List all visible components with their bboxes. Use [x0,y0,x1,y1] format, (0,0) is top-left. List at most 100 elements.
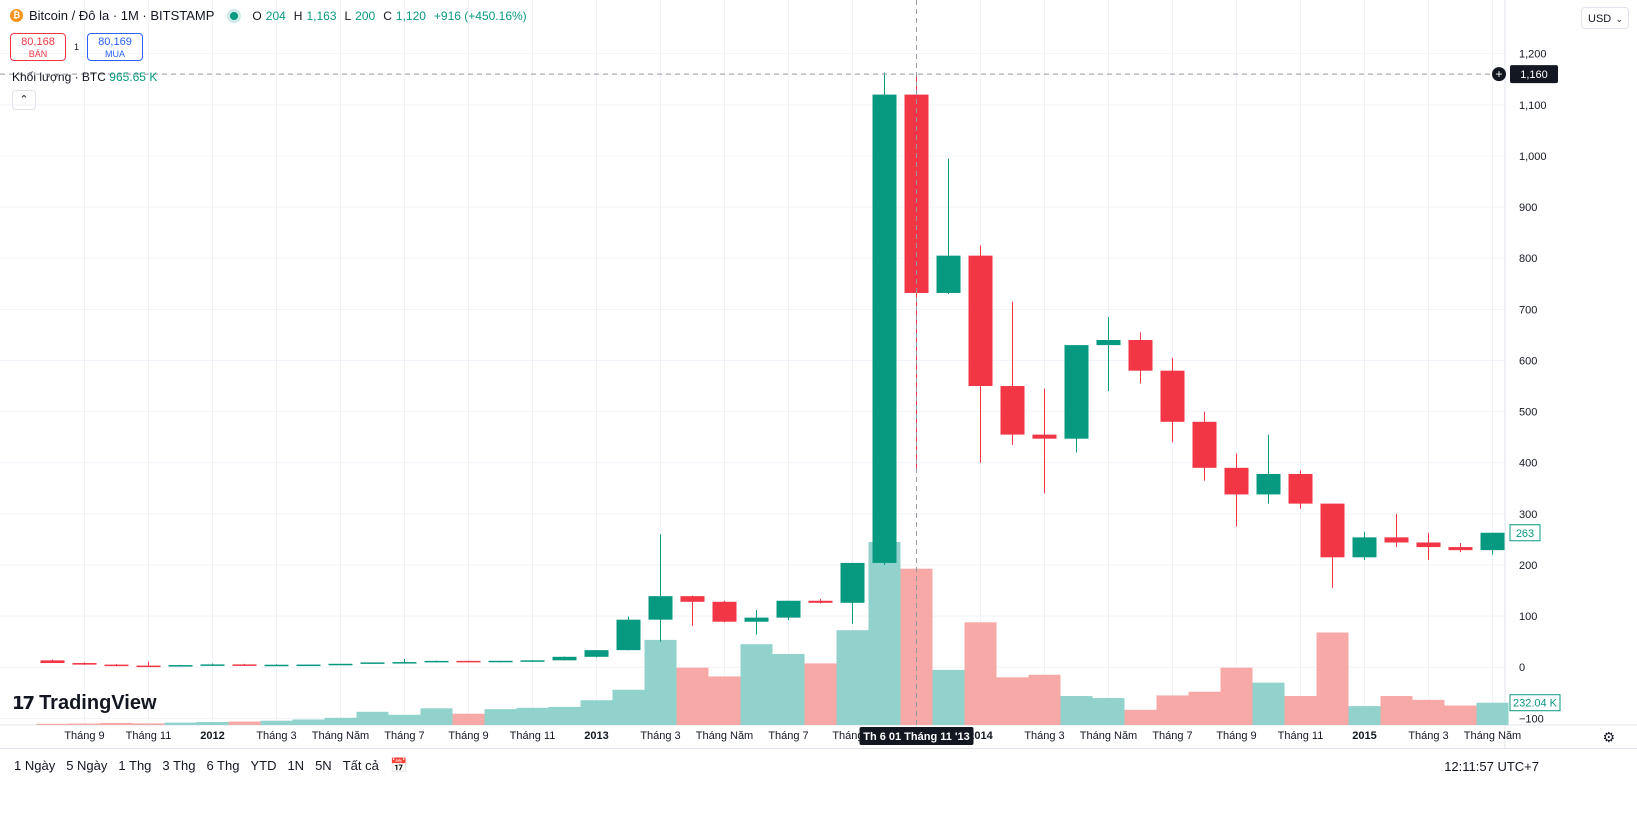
x-tick-label: Tháng Năm [1464,730,1521,742]
y-tick-label: 700 [1519,304,1537,316]
y-tick-label: 1,000 [1519,151,1547,163]
tradingview-logo-icon: 𝟭𝟳 [12,693,35,713]
volume-bar [516,707,549,725]
quote-panel: 80,168 BÁN 1 80,169 MUA [10,33,144,61]
last-volume-box [1509,694,1561,712]
volume-bar [292,719,325,725]
candle-body [488,660,513,663]
volume-bar [580,700,613,725]
y-tick-label: 1,100 [1519,100,1547,112]
ohlc-values: O 204 H 1,163 L 200 C 1,120 +916 (+450.16%) [252,9,530,23]
volume-bar [1412,699,1445,725]
volume-bar [228,721,261,725]
calendar-goto-icon[interactable]: 📅 [390,757,408,773]
candle-body [1032,434,1057,439]
range-button-8[interactable]: Tất cả [342,758,379,773]
currency-selector[interactable]: USD ⌄ [1581,7,1629,29]
market-status-icon [230,11,239,20]
y-tick-label: 100 [1519,611,1537,623]
x-tick-label: Tháng 11 [126,730,172,742]
candle-body [1096,340,1121,346]
y-tick-label: −100 [1519,713,1544,725]
volume-bar [836,630,869,725]
volume-bar [484,709,517,725]
volume-bar [1476,702,1509,725]
range-button-1[interactable]: 5 Ngày [66,758,108,773]
x-tick-label: Tháng 11 [510,730,556,742]
candle-body [808,600,833,603]
clock[interactable]: 12:11:57 UTC+7 [1444,759,1539,774]
volume-bar [1060,696,1093,725]
range-button-5[interactable]: YTD [250,758,277,773]
volume-legend[interactable]: Khối lượng · BTC 965.65 K [12,70,157,84]
crosshair-price-box [1510,65,1558,84]
range-button-0[interactable]: 1 Ngày [14,758,56,773]
candle-body [1416,542,1441,548]
ohlc-low: 200 [355,8,376,23]
volume-bar [708,676,741,725]
sell-button[interactable]: 80,168 BÁN [10,33,66,61]
volume-bar [772,653,805,725]
range-button-6[interactable]: 1N [287,758,305,773]
gear-icon[interactable]: ⚙ [1602,729,1615,745]
candle-body [232,664,257,666]
y-tick-label: 200 [1519,560,1537,572]
y-tick-label: 600 [1519,355,1537,367]
volume-bar [36,723,69,725]
spread-value: 1 [74,42,80,52]
ohlc-close-key: C [383,8,392,23]
volume-bar [100,722,133,725]
tradingview-logo[interactable]: 𝟭𝟳 TradingView [12,692,157,715]
crosshair-price-label: 1,160 [1520,69,1548,81]
y-tick-label: 300 [1519,509,1537,521]
buy-price: 80,169 [98,36,132,48]
x-tick-label: Tháng Năm [312,730,369,742]
ohlc-change: +916 (+450.16%) [433,8,527,23]
add-alert-icon [1492,67,1506,82]
range-button-7[interactable]: 5N [315,758,332,773]
last-price-label: 263 [1516,528,1534,540]
y-tick-label: 800 [1519,253,1537,265]
candle-body [360,662,385,664]
range-button-3[interactable]: 3 Thg [162,758,196,773]
volume-bar [1252,682,1285,725]
candle-body [1160,370,1185,422]
candle-body [136,665,161,668]
volume-bar [388,714,421,725]
candle-body [1000,386,1025,435]
candle-body [648,596,673,620]
candle-body [72,663,97,665]
axis-labels: 1,160 + Th 6 01 Tháng 11 '13 263 232.04 K [859,65,1561,745]
candle-body [520,660,545,662]
candle-body [392,662,417,664]
x-tick-label: 2015 [1352,730,1376,742]
volume-bar [964,622,997,725]
candle-body [104,664,129,667]
candle-body [680,596,705,602]
candle-body [616,619,641,651]
volume-bar [1220,667,1253,725]
crosshair-date-label: Th 6 01 Tháng 11 '13 [863,731,970,743]
volume-bar [1156,695,1189,725]
volume-bar [1188,691,1221,725]
candle-body [1448,547,1473,551]
candle-body [1128,340,1153,371]
ohlc-low-key: L [344,8,352,23]
y-tick-label: 1,200 [1519,49,1547,61]
volume-bar [164,722,197,725]
candle-body [1288,473,1313,504]
range-button-2[interactable]: 1 Thg [118,758,152,773]
crosshair-date-box [859,727,974,745]
x-tick-label: Tháng 7 [384,730,424,742]
candle-body [1384,537,1409,543]
buy-button[interactable]: 80,169 MUA [87,33,144,61]
x-tick-label: Tháng 9 [1216,730,1256,742]
volume-legend-label: Khối lượng · BTC [12,70,106,84]
collapse-legend-button[interactable]: ⌃ [12,90,36,110]
symbol-title[interactable]: Bitcoin / Đô la · 1M · BITSTAMP [29,8,215,23]
candle-body [1352,537,1377,558]
candle-body [872,94,897,563]
range-button-4[interactable]: 6 Thg [206,758,240,773]
ohlc-close: 1,120 [395,8,426,23]
